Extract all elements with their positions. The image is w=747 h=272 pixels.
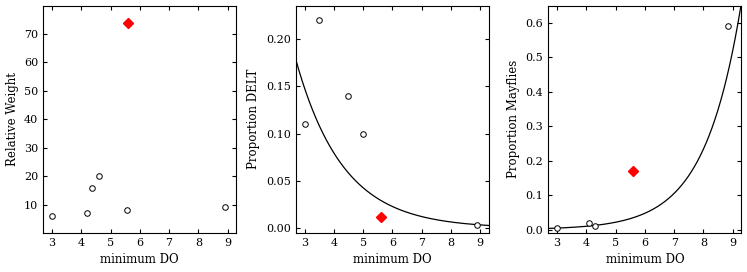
Y-axis label: Proportion Mayflies: Proportion Mayflies	[507, 60, 520, 178]
X-axis label: minimum DO: minimum DO	[353, 254, 432, 267]
Y-axis label: Relative Weight: Relative Weight	[5, 72, 19, 166]
X-axis label: minimum DO: minimum DO	[606, 254, 684, 267]
X-axis label: minimum DO: minimum DO	[101, 254, 179, 267]
Y-axis label: Proportion DELT: Proportion DELT	[247, 69, 261, 169]
